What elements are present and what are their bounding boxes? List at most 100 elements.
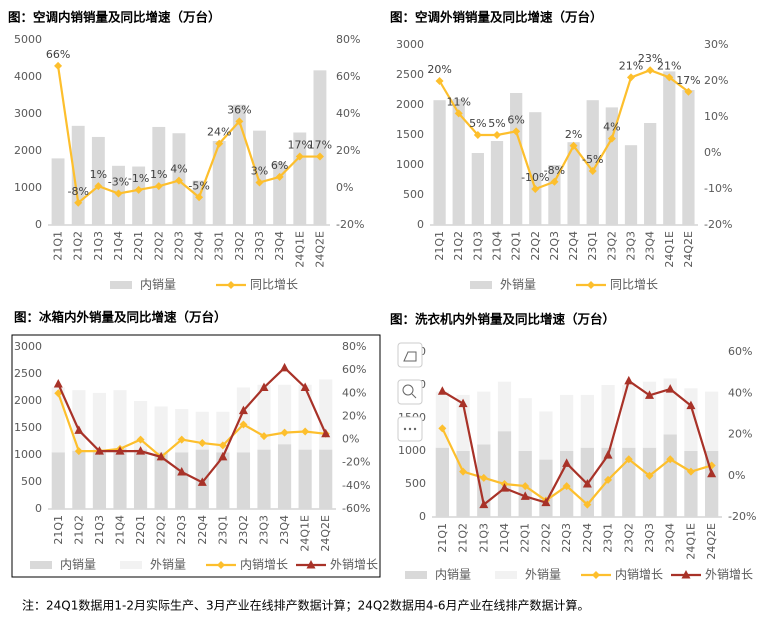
y-tick-label: 500 <box>405 477 426 490</box>
data-label: -5% <box>582 153 603 166</box>
marker <box>260 432 268 441</box>
marker <box>300 382 310 391</box>
x-tick-label: 22Q3 <box>560 523 573 553</box>
marker <box>94 182 103 191</box>
y-tick-label: 5000 <box>14 33 42 46</box>
marker <box>458 398 468 408</box>
chart-title: 图：洗衣机内外销量及同比增速（万台） <box>390 312 615 327</box>
data-label: 24% <box>207 126 231 139</box>
toolbar-icon <box>413 427 417 431</box>
legend-marker <box>227 281 235 289</box>
legend-marker <box>217 561 225 569</box>
marker <box>479 473 488 482</box>
legend-label: 内销量 <box>435 568 471 582</box>
marker <box>665 384 675 393</box>
legend-label: 内销量 <box>140 278 176 292</box>
bar <box>232 104 246 225</box>
bar <box>313 70 327 225</box>
x-tick-label: 23Q1 <box>586 231 599 261</box>
legend-label: 内销量 <box>60 558 96 572</box>
y-tick-label: 2000 <box>14 394 42 407</box>
x-tick-label: 24Q1E <box>299 515 312 552</box>
bar <box>435 447 449 517</box>
x-tick-label: 21Q4 <box>112 231 125 261</box>
data-label: 17% <box>676 74 700 87</box>
bar <box>236 387 251 453</box>
bar <box>601 385 615 448</box>
x-tick-label: 21Q4 <box>114 515 127 545</box>
marker <box>645 471 654 480</box>
bar <box>154 452 168 509</box>
bar <box>433 100 446 225</box>
marker <box>520 491 530 500</box>
x-tick-label: 23Q4 <box>664 523 677 553</box>
y2-tick-label: -10% <box>704 182 732 195</box>
bar <box>319 379 333 450</box>
bar <box>236 452 251 509</box>
data-label: -10% <box>521 171 549 184</box>
bar <box>175 409 189 453</box>
legend-label: 外销量 <box>525 568 561 582</box>
data-label: 21% <box>657 59 681 72</box>
marker <box>624 455 633 464</box>
bar <box>705 391 719 451</box>
bar <box>298 384 312 450</box>
marker <box>707 468 717 478</box>
bar <box>682 90 695 225</box>
y2-tick-label: 0% <box>728 469 745 482</box>
marker <box>550 177 559 186</box>
marker <box>301 427 310 436</box>
x-tick-label: 22Q4 <box>581 523 594 553</box>
marker <box>235 117 244 126</box>
y-tick-label: 1500 <box>14 421 42 434</box>
y2-tick-label: -20% <box>728 510 756 523</box>
chart-frame <box>11 334 381 578</box>
data-label: 23% <box>638 52 662 65</box>
y2-tick-label: 30% <box>704 38 728 51</box>
bar <box>539 411 553 460</box>
x-tick-label: 23Q2 <box>237 515 250 545</box>
chart-title: 图：空调外销销量及同比增速（万台） <box>390 10 603 25</box>
y2-tick-label: 0% <box>336 181 353 194</box>
x-tick-label: 23Q1 <box>216 515 229 545</box>
marker <box>569 141 578 150</box>
toolbar-button[interactable] <box>397 342 423 368</box>
toolbar-icon <box>403 351 417 362</box>
x-tick-label: 22Q3 <box>548 231 561 261</box>
toolbar-button[interactable] <box>397 379 423 405</box>
bar <box>539 459 553 517</box>
marker <box>94 446 104 455</box>
y-tick-label: 3000 <box>14 340 42 353</box>
x-tick-label: 24Q2E <box>682 231 695 268</box>
x-tick-label: 24Q1E <box>684 523 697 560</box>
data-label: 5% <box>469 117 486 130</box>
marker <box>315 152 324 161</box>
data-label: 11% <box>446 95 470 108</box>
bar <box>133 449 148 509</box>
marker <box>259 382 269 391</box>
bar <box>644 123 657 225</box>
legend-marker <box>306 560 316 569</box>
x-tick-label: 21Q2 <box>452 231 465 261</box>
bar <box>277 384 292 445</box>
line <box>441 427 712 507</box>
x-tick-label: 23Q3 <box>258 515 271 545</box>
bar <box>663 434 677 517</box>
x-tick-label: 24Q2E <box>705 523 718 560</box>
marker <box>531 185 540 193</box>
y-tick-label: 2000 <box>396 98 424 111</box>
bar <box>216 452 230 509</box>
marker <box>321 428 331 438</box>
chart-title: 图：空调内销销量及同比增速（万台） <box>8 10 221 25</box>
y2-tick-label: 20% <box>728 428 752 441</box>
bar <box>477 391 491 445</box>
y2-tick-label: 0% <box>704 146 721 159</box>
marker <box>174 176 183 185</box>
y2-tick-label: 40% <box>336 107 360 120</box>
line <box>56 65 320 205</box>
data-label: 1% <box>90 168 107 181</box>
bar <box>319 449 333 509</box>
marker <box>114 189 123 198</box>
y-tick-label: 2500 <box>396 68 424 81</box>
y-tick-label: 0 <box>35 502 42 515</box>
